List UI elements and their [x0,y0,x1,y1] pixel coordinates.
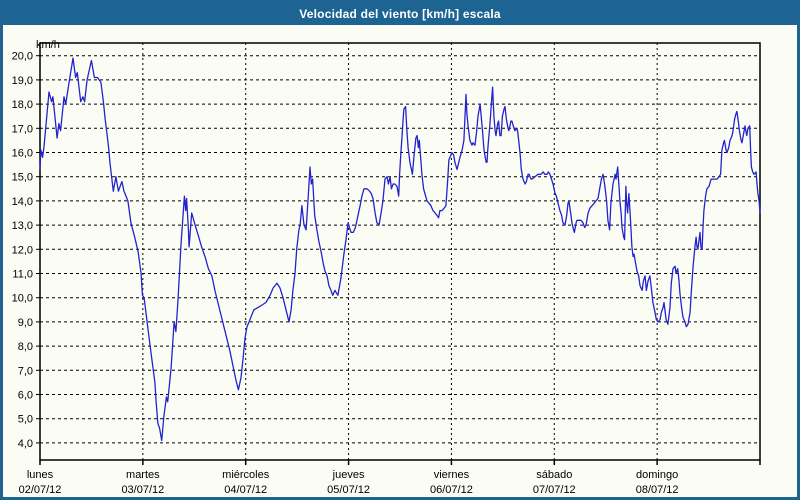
x-axis-date-label: 06/07/12 [430,484,473,496]
y-axis-tick-label: 15,0 [12,172,33,184]
y-axis-tick-label: 6,0 [18,390,33,402]
y-axis-tick-label: 7,0 [18,365,33,377]
y-axis-tick-label: 13,0 [12,220,33,232]
y-axis-tick-label: 10,0 [12,293,33,305]
x-axis-day-label: domingo [636,469,678,481]
chart-title: Velocidad del viento [km/h] escala [299,7,501,21]
x-axis-day-label: lunes [27,469,54,481]
x-axis-day-label: miércoles [222,469,270,481]
x-axis-date-label: 03/07/12 [121,484,164,496]
y-axis-tick-label: 12,0 [12,244,33,256]
y-axis-tick-label: 5,0 [18,414,33,426]
x-axis-date-label: 04/07/12 [224,484,267,496]
chart-area: 20,0 19,0 18,0 17,0 16,0 15,0 14,0 13,0 12,0 11,0… [3,25,797,497]
y-axis-tick-label: 14,0 [12,196,33,208]
y-axis-unit-label: km/h [36,39,60,51]
x-axis-date-label: 02/07/12 [19,484,62,496]
x-axis-date-label: 08/07/12 [636,484,679,496]
x-axis-date-label: 07/07/12 [533,484,576,496]
y-axis-tick-label: 20,0 [12,51,33,63]
y-axis-tick-label: 8,0 [18,341,33,353]
x-axis-date-label: 05/07/12 [327,484,370,496]
y-axis-tick-label: 17,0 [12,123,33,135]
y-axis-tick-label: 4,0 [18,438,33,450]
x-axis-day-label: sábado [536,469,572,481]
title-bar: Velocidad del viento [km/h] escala [3,3,797,25]
x-axis-day-label: martes [126,469,160,481]
wind-speed-chart: 20,0 19,0 18,0 17,0 16,0 15,0 14,0 13,0 12,0 11,0… [12,39,761,496]
y-axis-tick-label: 19,0 [12,75,33,87]
x-axis-day-label: viernes [434,469,470,481]
wind-speed-line [39,57,761,442]
y-axis-tick-label: 11,0 [12,269,33,281]
y-axis-tick-label: 18,0 [12,99,33,111]
y-axis-tick-label: 9,0 [18,317,33,329]
x-axis-day-label: jueves [332,469,365,481]
y-axis-tick-label: 16,0 [12,148,33,160]
plot-border [39,42,761,461]
